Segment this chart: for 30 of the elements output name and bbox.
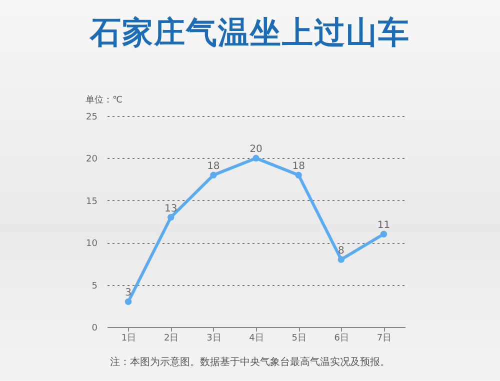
x-tick-label: 3日	[206, 334, 222, 344]
x-tick-label: 6日	[334, 334, 350, 344]
data-label: 18	[207, 161, 220, 172]
data-label: 20	[250, 144, 262, 156]
y-tick-label: 10	[86, 239, 98, 250]
y-tick-label: 0	[92, 324, 98, 334]
x-tick-label: 2日	[164, 334, 179, 344]
chart-title: 石家庄气温坐上过山车	[88, 14, 411, 53]
data-label: 13	[164, 203, 178, 214]
y-tick-label: 25	[86, 112, 98, 122]
y-tick-label: 5	[92, 281, 98, 292]
point	[168, 214, 174, 221]
y-axis-title: 单位：℃	[86, 94, 123, 106]
x-tick-label: 1日	[121, 334, 136, 344]
point	[338, 256, 344, 263]
x-tick-label: 5日	[292, 334, 306, 344]
point	[380, 230, 388, 238]
point	[252, 154, 260, 162]
y-tick-label: 15	[86, 196, 98, 207]
text: 注：本图为示意图。数据基于中央气象台最高气温实况及预报。	[109, 356, 391, 369]
y-tick-label: 20	[86, 154, 98, 165]
x-tick-label: 7日	[376, 334, 392, 344]
point	[295, 172, 302, 178]
data-label: 8	[338, 245, 344, 256]
data-label: 3	[125, 288, 132, 299]
point	[210, 172, 217, 178]
data-label: 18	[292, 161, 305, 172]
point	[124, 298, 132, 306]
x-tick-label: 4日	[249, 334, 264, 344]
data-label: 11	[377, 220, 390, 232]
